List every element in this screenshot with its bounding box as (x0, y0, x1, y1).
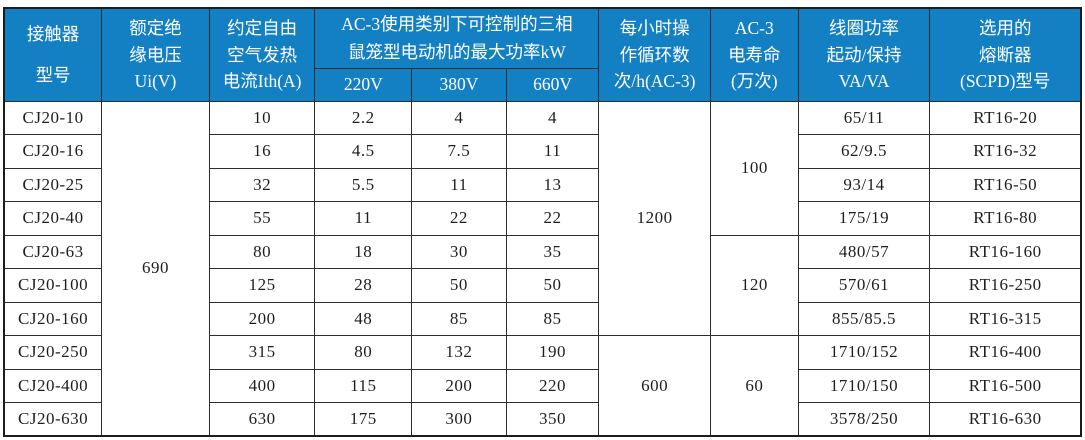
cell-life: 60 (710, 335, 799, 437)
header-insulation-voltage: 额定绝 缘电压 Ui(V) (101, 7, 210, 102)
table-row: CJ20-100 125 28 50 50 570/61 RT16-250 (3, 268, 1082, 303)
cell-p220: 115 (314, 368, 413, 403)
cell-p380: 4 (411, 100, 507, 135)
cell-ith: 16 (208, 134, 316, 169)
cell-ith: 200 (208, 301, 316, 336)
cell-p660: 350 (505, 402, 600, 437)
cell-p380: 22 (411, 201, 507, 236)
cell-coil: 175/19 (797, 201, 931, 236)
cell-model: CJ20-250 (3, 335, 103, 370)
cell-p380: 50 (411, 268, 507, 303)
cell-p660: 11 (505, 134, 600, 169)
table-row: CJ20-25 32 5.5 11 13 93/14 RT16-50 (3, 167, 1082, 202)
cell-model: CJ20-100 (3, 268, 103, 303)
cell-fuse: RT16-160 (929, 234, 1082, 269)
cell-ith: 32 (208, 167, 316, 202)
cell-ith: 315 (208, 335, 316, 370)
cell-model: CJ20-10 (3, 100, 103, 135)
cell-p660: 13 (505, 167, 600, 202)
cell-insulation-voltage: 690 (101, 100, 210, 437)
cell-p380: 132 (411, 335, 507, 370)
cell-ith: 630 (208, 402, 316, 437)
header-cycles-per-hour: 每小时操 作循环数 次/h(AC-3) (598, 7, 712, 102)
cell-p660: 190 (505, 335, 600, 370)
cell-ith: 80 (208, 234, 316, 269)
table-row: CJ20-10 690 10 2.2 4 4 1200 100 65/11 RT… (3, 100, 1082, 437)
cell-p220: 48 (314, 301, 413, 336)
cell-fuse: RT16-32 (929, 134, 1082, 169)
cell-p380: 300 (411, 402, 507, 437)
cell-p220: 175 (314, 402, 413, 437)
table-row: CJ20-40 55 11 22 22 175/19 RT16-80 (3, 201, 1082, 236)
cell-coil: 570/61 (797, 268, 931, 303)
cell-p660: 220 (505, 368, 600, 403)
cell-ith: 400 (208, 368, 316, 403)
header-660v: 660V (505, 67, 600, 102)
cell-fuse: RT16-500 (929, 368, 1082, 403)
table-row: CJ20-250 315 80 132 190 600 60 1710/152 … (3, 335, 1082, 437)
cell-p660: 22 (505, 201, 600, 236)
header-max-power-group: AC-3使用类别下可控制的三相 鼠笼型电动机的最大功率kW (314, 7, 600, 69)
cell-coil: 62/9.5 (797, 134, 931, 169)
table-row: CJ20-63 80 18 30 35 120 480/57 RT16-160 (3, 234, 1082, 336)
cell-fuse: RT16-400 (929, 335, 1082, 370)
cell-p380: 11 (411, 167, 507, 202)
cell-cycles: 1200 (598, 100, 712, 336)
cell-coil: 3578/250 (797, 402, 931, 437)
table-row: CJ20-630 630 175 300 350 3578/250 RT16-6… (3, 402, 1082, 437)
cell-coil: 93/14 (797, 167, 931, 202)
cell-model: CJ20-160 (3, 301, 103, 336)
cell-model: CJ20-40 (3, 201, 103, 236)
cell-p220: 2.2 (314, 100, 413, 135)
cell-fuse: RT16-630 (929, 402, 1082, 437)
contactor-spec-table: 接触器 型号 额定绝 缘电压 Ui(V) 约定自由 空气发热 电流Ith(A) … (3, 7, 1082, 437)
cell-p220: 5.5 (314, 167, 413, 202)
table-row: CJ20-16 16 4.5 7.5 11 62/9.5 RT16-32 (3, 134, 1082, 169)
cell-life: 120 (710, 234, 799, 336)
cell-ith: 55 (208, 201, 316, 236)
cell-model: CJ20-25 (3, 167, 103, 202)
cell-model: CJ20-16 (3, 134, 103, 169)
cell-fuse: RT16-50 (929, 167, 1082, 202)
header-thermal-current: 约定自由 空气发热 电流Ith(A) (208, 7, 316, 102)
cell-p220: 18 (314, 234, 413, 269)
cell-coil: 1710/152 (797, 335, 931, 370)
cell-p220: 28 (314, 268, 413, 303)
table-row: CJ20-400 400 115 200 220 1710/150 RT16-5… (3, 368, 1082, 403)
cell-p220: 4.5 (314, 134, 413, 169)
cell-model: CJ20-630 (3, 402, 103, 437)
header-220v: 220V (314, 67, 413, 102)
header-model: 接触器 型号 (3, 7, 103, 102)
header-coil-power: 线圈功率 起动/保持 VA/VA (797, 7, 931, 102)
cell-p660: 35 (505, 234, 600, 269)
cell-p380: 200 (411, 368, 507, 403)
cell-cycles: 600 (598, 335, 712, 437)
cell-model: CJ20-63 (3, 234, 103, 269)
cell-life: 100 (710, 100, 799, 236)
cell-fuse: RT16-20 (929, 100, 1082, 135)
cell-coil: 1710/150 (797, 368, 931, 403)
cell-ith: 125 (208, 268, 316, 303)
cell-fuse: RT16-315 (929, 301, 1082, 336)
cell-p380: 7.5 (411, 134, 507, 169)
header-380v: 380V (411, 67, 507, 102)
cell-p660: 85 (505, 301, 600, 336)
cell-model: CJ20-400 (3, 368, 103, 403)
cell-fuse: RT16-80 (929, 201, 1082, 236)
cell-p220: 80 (314, 335, 413, 370)
cell-p380: 85 (411, 301, 507, 336)
header-fuse: 选用的 熔断器 (SCPD)型号 (929, 7, 1082, 102)
cell-p220: 11 (314, 201, 413, 236)
cell-p660: 50 (505, 268, 600, 303)
cell-fuse: RT16-250 (929, 268, 1082, 303)
cell-p660: 4 (505, 100, 600, 135)
cell-coil: 855/85.5 (797, 301, 931, 336)
cell-coil: 480/57 (797, 234, 931, 269)
cell-ith: 10 (208, 100, 316, 135)
cell-p380: 30 (411, 234, 507, 269)
cell-coil: 65/11 (797, 100, 931, 135)
header-electrical-life: AC-3 电寿命 (万次) (710, 7, 799, 102)
